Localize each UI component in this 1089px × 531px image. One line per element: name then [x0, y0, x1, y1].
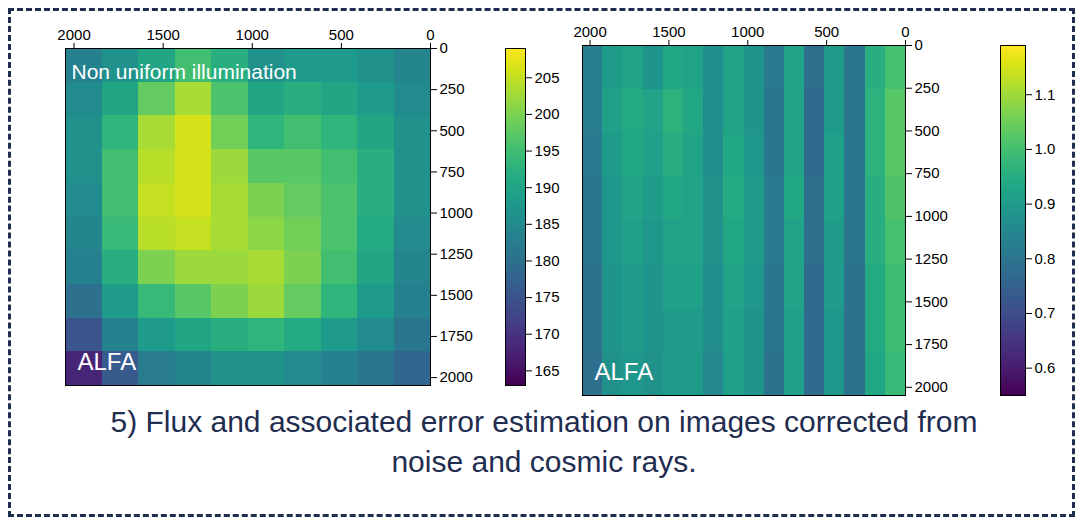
- svg-text:2000: 2000: [573, 23, 606, 40]
- svg-text:250: 250: [440, 80, 465, 97]
- svg-text:500: 500: [814, 23, 839, 40]
- svg-text:1000: 1000: [731, 23, 764, 40]
- svg-text:180: 180: [535, 252, 560, 269]
- svg-text:500: 500: [440, 122, 465, 139]
- svg-text:0: 0: [901, 23, 909, 40]
- svg-text:Non uniform illumination: Non uniform illumination: [72, 60, 297, 83]
- svg-text:0.9: 0.9: [1035, 195, 1056, 212]
- svg-text:2000: 2000: [57, 26, 90, 43]
- svg-text:1000: 1000: [440, 204, 473, 221]
- svg-text:2000: 2000: [440, 368, 473, 385]
- svg-text:175: 175: [535, 288, 560, 305]
- svg-text:1750: 1750: [440, 327, 473, 344]
- svg-text:1750: 1750: [915, 335, 948, 352]
- svg-text:195: 195: [535, 142, 560, 159]
- svg-text:170: 170: [535, 325, 560, 342]
- svg-text:185: 185: [535, 215, 560, 232]
- svg-text:500: 500: [915, 122, 940, 139]
- svg-text:0: 0: [426, 26, 434, 43]
- svg-text:2000: 2000: [915, 378, 948, 395]
- svg-text:1500: 1500: [652, 23, 685, 40]
- svg-text:750: 750: [440, 163, 465, 180]
- svg-text:1000: 1000: [236, 26, 269, 43]
- svg-text:750: 750: [915, 164, 940, 181]
- svg-text:0: 0: [440, 39, 448, 56]
- svg-text:250: 250: [915, 79, 940, 96]
- svg-text:1250: 1250: [440, 245, 473, 262]
- svg-text:1.1: 1.1: [1035, 86, 1056, 103]
- svg-text:1500: 1500: [440, 286, 473, 303]
- svg-text:1500: 1500: [915, 293, 948, 310]
- svg-text:ALFA: ALFA: [78, 348, 137, 375]
- svg-text:0.7: 0.7: [1035, 304, 1056, 321]
- svg-text:190: 190: [535, 178, 560, 195]
- svg-text:0.6: 0.6: [1035, 359, 1056, 376]
- svg-text:ALFA: ALFA: [595, 358, 654, 385]
- svg-text:1500: 1500: [146, 26, 179, 43]
- svg-text:500: 500: [329, 26, 354, 43]
- svg-text:200: 200: [535, 105, 560, 122]
- svg-text:205: 205: [535, 69, 560, 86]
- svg-text:1000: 1000: [915, 207, 948, 224]
- svg-text:1250: 1250: [915, 250, 948, 267]
- svg-text:0.8: 0.8: [1035, 250, 1056, 267]
- svg-text:165: 165: [535, 362, 560, 379]
- svg-text:0: 0: [915, 36, 923, 53]
- svg-text:1.0: 1.0: [1035, 140, 1056, 157]
- html-text:5) Flux and associated error e: 5) Flux and associated error estimation …: [110, 405, 978, 478]
